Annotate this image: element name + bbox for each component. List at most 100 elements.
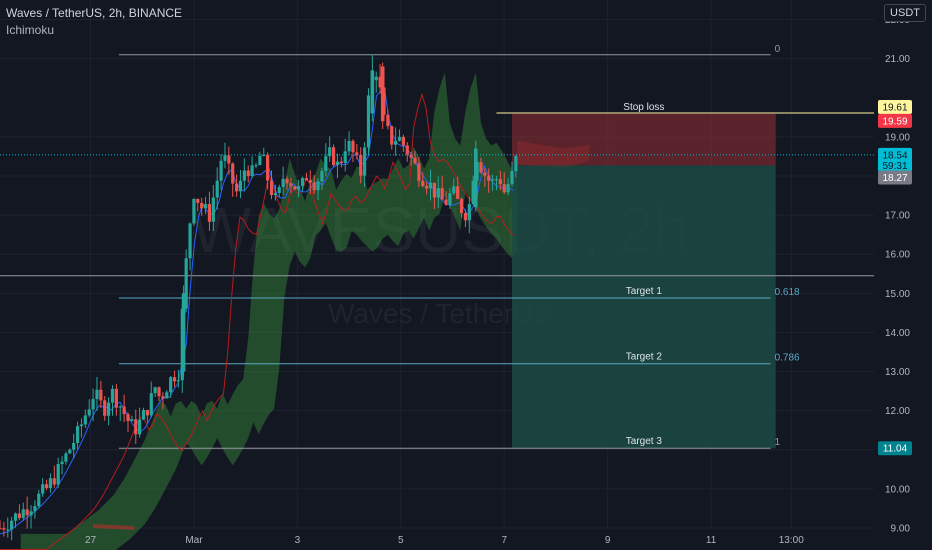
price-tag-text: 19.61 [882, 103, 907, 114]
candle-body [490, 179, 495, 181]
candle-body [153, 387, 157, 394]
candle-body [425, 186, 429, 189]
candle-body [130, 419, 134, 421]
candle-body [362, 147, 367, 176]
candle-body [60, 461, 64, 465]
indicator-label[interactable]: Ichimoku [6, 23, 55, 37]
candle-body [72, 443, 76, 450]
candle-body [304, 178, 309, 181]
candle-body [297, 186, 301, 190]
candle-body [277, 187, 281, 193]
fib-ratio-label: 0.618 [775, 287, 800, 298]
candle-body [169, 377, 173, 393]
ichimoku-lines [0, 90, 514, 550]
candle-body [141, 410, 146, 420]
candle-body [266, 154, 270, 181]
candle-body [269, 180, 274, 196]
candle-body [467, 204, 471, 221]
candle-body [25, 509, 29, 516]
candle-body [417, 163, 421, 181]
candle-body [386, 114, 390, 127]
price-tag-bg [878, 147, 912, 172]
price-tick-label: 15.00 [885, 289, 910, 300]
candle-body [370, 70, 375, 114]
candle-body [316, 181, 320, 191]
candle-body [312, 182, 316, 191]
candle-body [219, 160, 223, 181]
candle-body [176, 380, 181, 382]
time-axis[interactable]: 27 Mar 3 5 7 9 11 13:00 [85, 535, 804, 546]
candle-body [207, 204, 212, 222]
annotation-label: Stop loss [623, 102, 664, 113]
candle-body [138, 419, 142, 435]
candle-body [339, 161, 343, 163]
grid-lines [0, 0, 874, 529]
candle-body [48, 478, 53, 489]
candle-body [41, 484, 45, 494]
candle-body [79, 424, 84, 427]
candle-body [56, 464, 60, 485]
candle-body [17, 513, 21, 518]
price-tick-label: 19.00 [885, 132, 910, 143]
candle-body [281, 178, 285, 188]
candle-body [6, 529, 10, 531]
candle-body [331, 147, 336, 166]
candle-body [192, 198, 196, 224]
candle-body [10, 520, 14, 530]
candle-body [149, 393, 153, 416]
candle-body [498, 179, 502, 185]
candle-body [440, 188, 444, 200]
fib-retracement[interactable]: 0 0.618 0.786 1 [0, 44, 874, 449]
candle-body [68, 449, 72, 454]
currency-badge[interactable]: USDT [884, 4, 926, 22]
candle-body [172, 377, 177, 382]
candle-body [452, 186, 456, 194]
annotations[interactable]: Stop loss Target 1 Target 2 Target 3 [623, 102, 664, 447]
candle-body [494, 179, 499, 181]
candle-body [254, 165, 258, 167]
price-axis[interactable]: 22.0021.0019.0018.0017.0016.0015.0014.00… [885, 15, 910, 534]
candle-body [235, 183, 239, 192]
time-tick-label: 9 [605, 535, 611, 546]
candle-body [471, 180, 475, 205]
conversion-line [0, 90, 514, 535]
candle-body [250, 165, 254, 177]
price-tag-text: 11.04 [883, 444, 908, 455]
candle-body [231, 163, 235, 184]
candle-body [37, 493, 41, 507]
candle-body [118, 406, 122, 408]
price-tick-label: 12.00 [885, 406, 910, 417]
price-tick-label: 21.00 [885, 54, 910, 65]
time-tick-label: 3 [295, 535, 301, 546]
candle-body [200, 202, 204, 209]
price-tag-bg [878, 441, 912, 456]
candle-body [64, 453, 68, 462]
candle-body [506, 183, 510, 193]
candle-body [432, 182, 437, 198]
candle-body [2, 528, 6, 530]
candle-body [324, 156, 328, 171]
candle-body [366, 95, 371, 148]
chart-title[interactable]: Waves / TetherUS, 2h, BINANCE [6, 6, 183, 20]
candle-body [215, 180, 219, 198]
candle-body [487, 175, 491, 181]
price-tick-label: 14.00 [885, 328, 910, 339]
candle-body [335, 161, 340, 166]
candle-body [374, 76, 378, 81]
price-tag-bg [878, 170, 912, 185]
candle-body [502, 184, 506, 193]
candle-body [380, 66, 385, 122]
candle-body [448, 193, 452, 205]
candle-body [21, 509, 25, 518]
candle-body [463, 213, 468, 221]
annotation-label: Target 2 [626, 352, 663, 363]
candle-body [405, 145, 409, 155]
candle-body [273, 192, 277, 196]
candle-body [161, 396, 165, 399]
candle-body [473, 148, 478, 208]
position-zones[interactable] [511, 113, 776, 449]
candle-body [29, 511, 33, 516]
candle-body [227, 155, 231, 164]
